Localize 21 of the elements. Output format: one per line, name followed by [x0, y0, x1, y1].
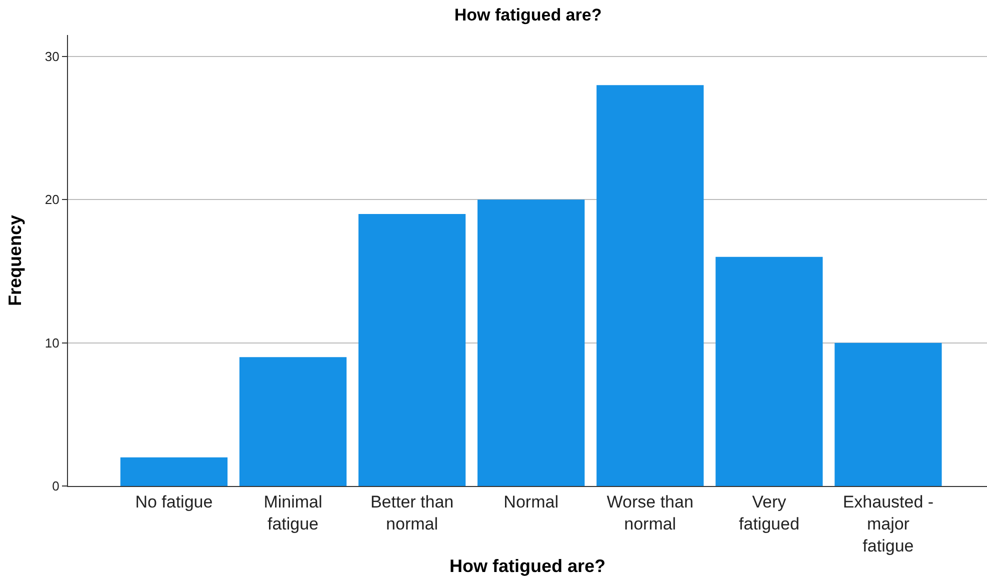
x-tick-label: Worse than normal: [606, 492, 694, 534]
y-tick-label: 20: [44, 192, 60, 208]
x-tick-label: No fatigue: [135, 492, 213, 512]
bar: [716, 256, 823, 486]
y-axis-title: Frequency: [5, 214, 26, 306]
x-tick-label: Very fatigued: [738, 492, 800, 534]
x-tick-label: Normal: [504, 492, 558, 512]
bar: [358, 214, 466, 486]
y-tick-label: 10: [44, 335, 60, 350]
x-tick-label: Minimal fatigue: [264, 492, 322, 534]
bar: [239, 357, 347, 486]
y-tick-label: 30: [44, 49, 60, 64]
x-axis-title: How fatigued are?: [449, 556, 606, 576]
bar: [120, 457, 228, 486]
bar: [834, 342, 942, 486]
x-tick-label: Exhausted - major fatigue: [842, 492, 934, 556]
x-tick-label: Better than normal: [370, 492, 454, 534]
chart-title: How fatigued are?: [454, 6, 602, 25]
bar: [478, 200, 585, 486]
y-tick-label: 0: [52, 478, 60, 494]
bar: [596, 85, 704, 486]
